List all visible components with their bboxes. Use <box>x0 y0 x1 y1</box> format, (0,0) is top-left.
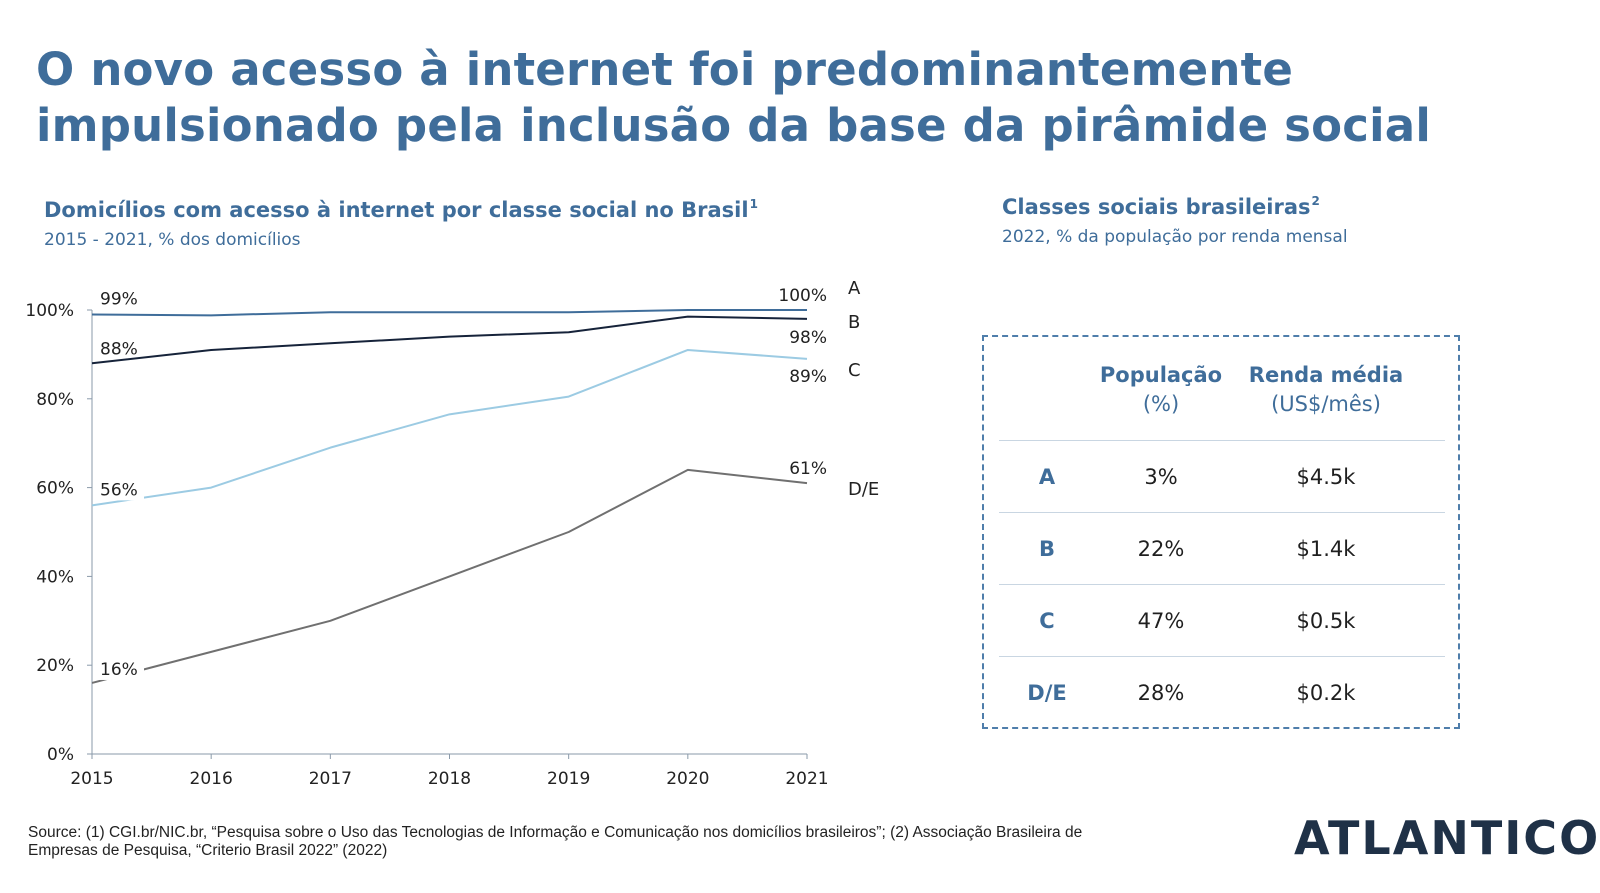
y-tick-label: 100% <box>25 301 74 321</box>
series-line <box>91 315 808 365</box>
income-cell: $0.5k <box>1296 609 1356 633</box>
y-tick-label: 40% <box>36 567 74 587</box>
chart-axes: 0% 20% 40% 60% 80% 100% 2015 2016 2017 2018 2019 20… <box>25 301 828 789</box>
chart-series-lines <box>91 309 808 684</box>
income-cell: $1.4k <box>1296 537 1356 561</box>
y-tick-label: 80% <box>36 390 74 410</box>
class-cell: A <box>1038 465 1056 489</box>
chart-header: Domicílios com acesso à internet por cla… <box>44 190 758 252</box>
x-tick-label: 2018 <box>428 769 471 789</box>
series-line <box>91 348 808 507</box>
population-header: População (%) <box>1061 361 1261 419</box>
data-label-background <box>97 479 144 501</box>
data-label: 98% <box>789 328 827 348</box>
y-tick-label: 60% <box>36 479 74 499</box>
series-name-label: D/E <box>848 479 879 500</box>
x-tick-label: 2016 <box>190 769 233 789</box>
data-label: 56% <box>100 480 138 500</box>
chart-title-text: Domicílios com acesso à internet por cla… <box>44 198 749 222</box>
x-tick-label: 2020 <box>666 769 709 789</box>
atlantico-logo: ATLANTICO <box>1294 811 1600 865</box>
table-divider <box>999 656 1445 657</box>
income-header-unit: (US$/mês) <box>1271 392 1381 416</box>
page-title-line-2: impulsionado pela inclusão da base da pi… <box>36 99 1431 152</box>
table-row: C 47% $0.5k <box>984 585 1458 657</box>
series-line <box>91 468 808 684</box>
population-header-label: População <box>1099 363 1223 387</box>
page-title: O novo acesso à internet foi predominant… <box>36 42 1556 154</box>
series-name-label: C <box>848 360 861 381</box>
data-label-background <box>97 658 144 680</box>
chart-caption: 2015 - 2021, % dos domicílios <box>44 230 301 250</box>
table-row: B 22% $1.4k <box>984 513 1458 585</box>
table-title-text: Classes sociais brasileiras <box>1002 195 1311 219</box>
series-line <box>91 309 807 317</box>
table-row: D/E 28% $0.2k <box>984 657 1458 729</box>
income-cell: $4.5k <box>1296 465 1356 489</box>
table-divider <box>999 440 1445 441</box>
x-tick-label: 2015 <box>70 769 113 789</box>
x-tick-label: 2019 <box>547 769 590 789</box>
table-divider <box>999 584 1445 585</box>
population-cell: 47% <box>1137 609 1185 633</box>
source-line-1: Source: (1) CGI.br/NIC.br, “Pesquisa sob… <box>28 824 1083 841</box>
table-header: Classes sociais brasileiras2 2022, % da … <box>1002 187 1348 249</box>
data-label: 89% <box>789 367 827 387</box>
table-footnote-mark: 2 <box>1311 194 1320 208</box>
income-header: Renda média (US$/mês) <box>1226 361 1426 419</box>
data-label: 16% <box>100 660 138 680</box>
y-tick-label: 20% <box>36 656 74 676</box>
class-cell: B <box>1038 537 1055 561</box>
table-divider <box>999 512 1445 513</box>
class-cell: D/E <box>1027 681 1067 705</box>
table-title: Classes sociais brasileiras2 <box>1002 187 1348 221</box>
source-note: Source: (1) CGI.br/NIC.br, “Pesquisa sob… <box>28 824 1228 860</box>
income-cell: $0.2k <box>1296 681 1356 705</box>
chart-title: Domicílios com acesso à internet por cla… <box>44 190 758 224</box>
population-cell: 22% <box>1137 537 1185 561</box>
chart-footnote-mark: 1 <box>749 197 758 211</box>
population-cell: 28% <box>1137 681 1185 705</box>
x-tick-label: 2021 <box>785 769 828 789</box>
population-cell: 3% <box>1144 465 1178 489</box>
income-header-label: Renda média <box>1248 363 1404 387</box>
line-chart: 0% 20% 40% 60% 80% 100% 2015 2016 2017 2018 2019 20… <box>25 278 879 789</box>
source-line-2: Empresas de Pesquisa, “Criterio Brasil 2… <box>28 842 388 859</box>
table-header-row: População (%) Renda média (US$/mês) <box>984 361 1458 421</box>
x-tick-label: 2017 <box>309 769 352 789</box>
data-label: 99% <box>100 289 138 309</box>
class-cell: C <box>1039 609 1055 633</box>
population-header-unit: (%) <box>1142 392 1180 416</box>
data-label: 100% <box>778 286 827 306</box>
series-name-label: B <box>848 312 860 333</box>
table-caption: 2022, % da população por renda mensal <box>1002 227 1348 247</box>
chart-labels: 99% 100% A 88% 98% B 56% 89% C 16% 61% D/E <box>97 278 879 680</box>
social-class-table: População (%) Renda média (US$/mês) A 3%… <box>982 335 1460 729</box>
y-tick-label: 0% <box>47 745 74 765</box>
data-label: 61% <box>789 459 827 479</box>
page-title-line-1: O novo acesso à internet foi predominant… <box>36 43 1294 96</box>
series-name-label: A <box>848 278 861 299</box>
data-label: 88% <box>100 339 138 359</box>
table-row: A 3% $4.5k <box>984 441 1458 513</box>
